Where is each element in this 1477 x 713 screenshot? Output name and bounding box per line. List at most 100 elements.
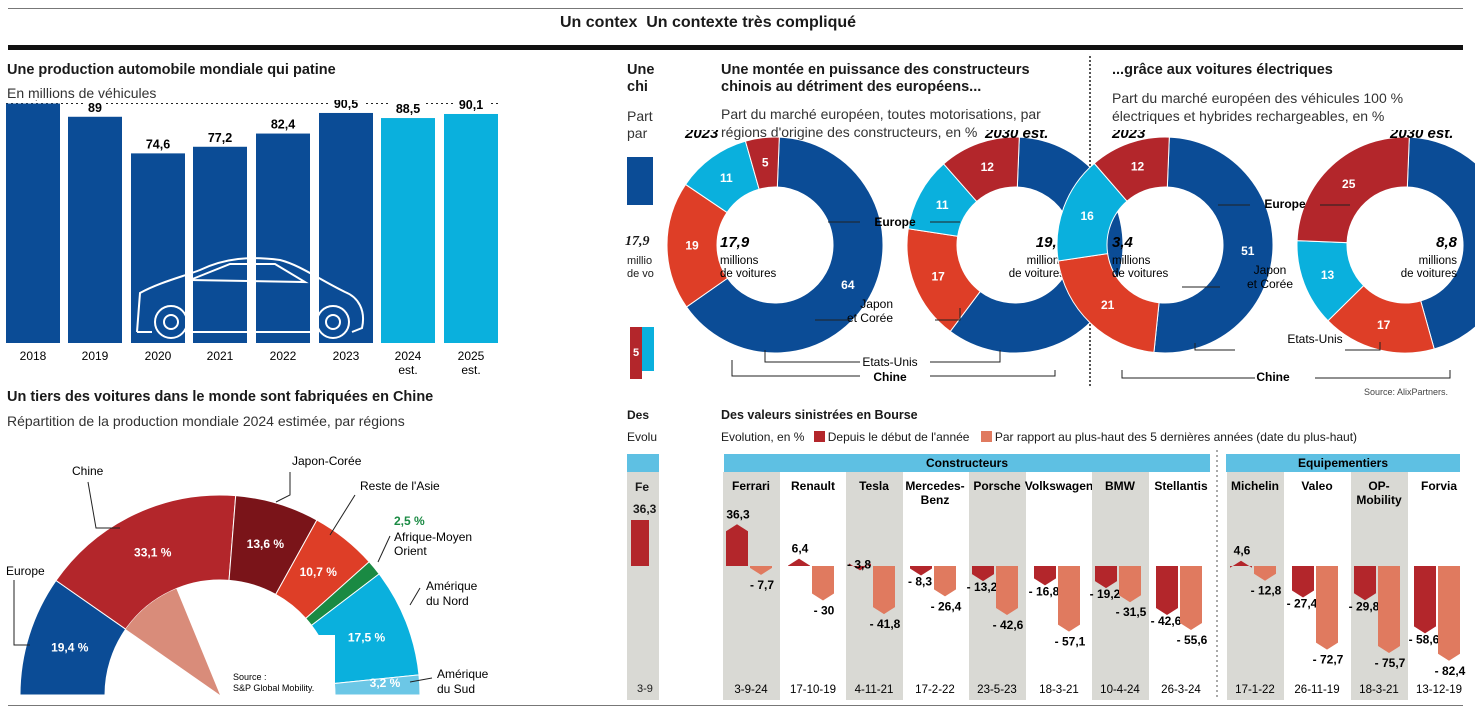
unit-label: millions de voitures <box>720 255 777 280</box>
donut-slice <box>1153 136 1274 354</box>
company-label: Stellantis <box>1154 479 1208 493</box>
page-title-bar: Un contex Un contexte très compliqué <box>560 14 856 32</box>
bar-value-label: - 42,6 <box>993 618 1024 632</box>
bar-ytd <box>726 524 748 566</box>
market-subtitle: Part du marché européen, toutes motorisa… <box>721 106 1041 140</box>
bar-peak <box>812 566 834 601</box>
category-label: Japon et Corée <box>847 297 893 325</box>
bar-value-label: - 3,8 <box>847 557 871 571</box>
category-label: Chine <box>873 370 907 384</box>
category-label: Europe <box>874 215 916 229</box>
slice-name-label: Afrique-Moyen Orient <box>394 530 472 558</box>
china-inner-slice <box>125 588 220 695</box>
company-label: BMW <box>1105 479 1136 493</box>
legend-peak-swatch <box>980 431 992 442</box>
tick-label: 2020 <box>145 349 172 363</box>
slice-value-label: 33,1 % <box>134 546 172 560</box>
group-header <box>724 454 1210 472</box>
category-label: Etats-Unis <box>862 355 917 369</box>
ghost-text: Part <box>627 108 653 124</box>
ghost-text: Des <box>627 408 650 422</box>
company-label: Michelin <box>1231 479 1279 493</box>
unit-label: millions de voitures <box>1009 255 1066 280</box>
company-label: Porsche <box>973 479 1021 493</box>
title-rule <box>8 45 1463 50</box>
ghost-title: Un contex <box>560 14 638 31</box>
label-bg <box>202 130 238 145</box>
ghost-text: Fe <box>635 480 650 494</box>
column-bg <box>1227 472 1284 700</box>
company-label: Renault <box>791 479 835 493</box>
company-label: Mercedes-Benz <box>905 479 964 507</box>
bar-ytd <box>1230 560 1252 568</box>
slice-value-label: 5 <box>762 156 769 170</box>
bar-value-label: 74,6 <box>146 137 170 151</box>
donut-slice <box>1093 136 1170 202</box>
bar-value-label: - 75,7 <box>1375 656 1406 670</box>
slice-value-label: 51 <box>1241 244 1255 258</box>
slice-name-label: Amérique du Sud <box>437 667 489 696</box>
bar-value-label: 4,6 <box>1234 544 1251 558</box>
ghost-text: 36,3 <box>633 502 657 516</box>
total-label: 3,4 <box>1112 234 1134 251</box>
bar-ytd <box>788 558 810 566</box>
peak-date-label: 17-2-22 <box>915 684 955 696</box>
group-label: Constructeurs <box>926 456 1008 470</box>
leader-line <box>13 580 30 646</box>
company-label: Valeo <box>1301 479 1332 493</box>
unit-label: millions de voitures <box>1112 255 1169 280</box>
slice-value-label: 17 <box>1377 318 1391 332</box>
bar-peak <box>1254 566 1276 581</box>
slice-value-label: 64 <box>841 278 855 292</box>
group-label: Equipementiers <box>1298 456 1388 470</box>
bar-ytd <box>1034 566 1056 586</box>
tick-label: 2018 <box>20 349 47 363</box>
year-label: 2030 est. <box>984 130 1048 142</box>
slice-value-label: 13 <box>1321 268 1335 282</box>
slice-value-label: 17,5 % <box>348 630 386 644</box>
bar-value-label: - 30 <box>814 604 835 618</box>
slice-value-label: 2,5 % <box>394 514 425 528</box>
bar-value-label: - 57,1 <box>1055 635 1086 649</box>
company-label: OP-Mobility <box>1356 479 1402 507</box>
bar-peak <box>750 566 772 575</box>
bar-peak <box>1438 566 1460 661</box>
ghost-text: Une <box>627 62 655 78</box>
bar-value-label: 90,5 <box>334 100 358 111</box>
group-header <box>1226 454 1460 472</box>
tick-label: 2022 <box>270 349 297 363</box>
top-rule <box>8 8 1463 9</box>
leader-line <box>377 535 391 563</box>
label-bg <box>140 137 176 152</box>
slice-value-label: 10,7 % <box>300 565 338 579</box>
ghost-ring <box>627 157 653 205</box>
bar-value-label: - 16,8 <box>1029 584 1060 598</box>
production-subtitle: En millions de véhicules <box>7 85 157 101</box>
bar-value-label: - 7,7 <box>750 578 774 592</box>
slice-value-label: 19 <box>685 239 699 253</box>
slice-name-label: Reste de l'Asie <box>360 479 440 493</box>
category-label: Europe <box>1264 197 1306 211</box>
bar-value-label: 82,4 <box>271 118 295 132</box>
label-bg <box>453 100 489 112</box>
legend-prefix: Evolution, en % <box>721 430 805 444</box>
bar-ytd <box>1156 566 1178 615</box>
bar <box>319 112 373 344</box>
slice-value-label: 17 <box>932 269 946 283</box>
bar-value-label: - 19,2 <box>1090 587 1121 601</box>
tick-label: 2019 <box>82 349 109 363</box>
slice-value-label: 12 <box>1131 160 1145 174</box>
world-chart: 19,4 % 33,1 % 13,6 % 10,7 % 17,5 % 3,2 % Europ… <box>6 454 489 696</box>
ghost-gray <box>627 472 659 700</box>
peak-date-label: 17-10-19 <box>790 684 836 696</box>
bar-peak <box>1180 566 1202 630</box>
ghost-text: 17,9 <box>625 234 650 249</box>
leader-line <box>409 587 421 606</box>
slice-name-label: Japon-Corée <box>292 454 362 468</box>
bar-value-label: - 12,8 <box>1251 584 1282 598</box>
bar-value-label: - 26,4 <box>931 599 962 613</box>
source-label: Source : S&P Global Mobility. <box>233 672 314 693</box>
bar-peak <box>1378 566 1400 654</box>
company-label: Volkswagen <box>1025 479 1093 493</box>
